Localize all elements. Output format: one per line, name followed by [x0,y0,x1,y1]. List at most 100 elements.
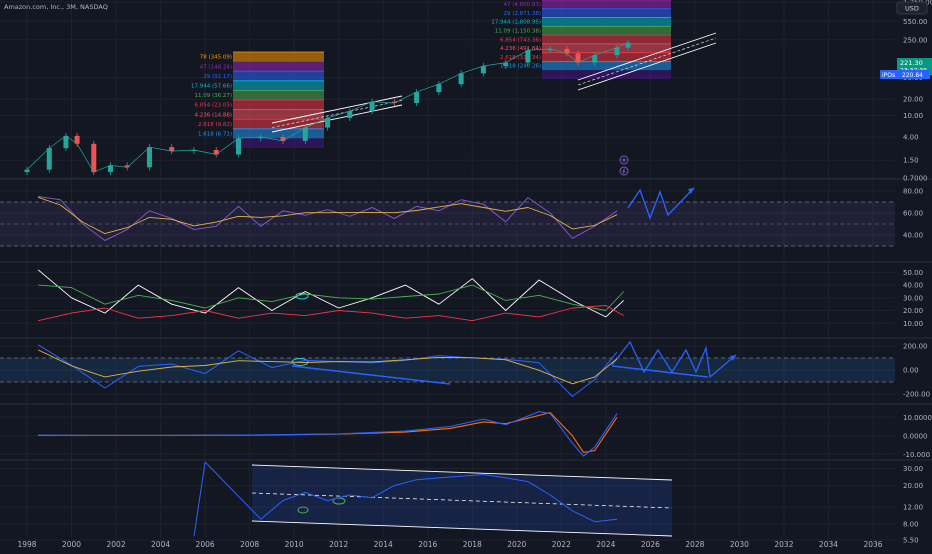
channel-mid [577,37,717,86]
x-tick-label: 2022 [552,540,571,549]
price-candle [46,148,52,170]
x-tick-label: 2014 [374,540,393,549]
fib-level-label: 17.944 (57.66) [191,84,232,90]
x-tick-label: 2026 [641,540,660,549]
fib-level-label: 6.854 (23.05) [194,103,232,109]
price-candle [614,47,620,56]
price-candle [414,92,420,104]
y-tick-label: 0.7000 [903,175,928,183]
price-candle [575,53,581,63]
y-tick-label: 30.00 [903,294,923,302]
fib-base-band [542,70,671,79]
di-minus-line [38,305,624,322]
fib-level-label: 29 (2,871.38) [503,11,541,17]
y-tick-label: 4.00 [903,134,919,142]
price-candle [124,165,130,168]
currency-button[interactable] [896,1,928,15]
x-tick-label: 2034 [819,540,838,549]
fib-band [233,61,324,72]
price-candle [369,101,375,112]
price-line [26,42,629,173]
x-tick-label: 2030 [730,540,749,549]
y-tick-label: 40.00 [903,282,923,290]
ipos-tag-label: iPOs [882,72,895,79]
price-candle [191,150,197,152]
x-tick-label: 2016 [418,540,437,549]
fib-band [542,35,671,44]
fib-band [233,128,324,139]
ipos-tag-value: 220.84 [902,72,923,79]
channel-upper [271,95,403,124]
fib-level-label: 1.618 (240.26) [500,64,541,70]
cci-projection-arrowhead [730,355,736,361]
fib-level-label: 47 (148.24) [200,64,232,70]
price-candle [280,137,286,141]
x-tick-label: 2032 [774,540,793,549]
plus-circle-icon[interactable] [619,155,629,165]
channel-mid [271,100,403,128]
price-candle [169,147,175,152]
fib-band [542,26,671,36]
channel-lower [271,104,403,133]
x-tick-label: 1998 [17,540,36,549]
y-tick-label: 5.50 [903,537,919,545]
fib-level-label: 78 (345.09) [200,55,232,61]
fib-extensions: 78 (345.09) 47 (148.24) 29 (92.17) 17.944 (… [191,0,671,148]
y-tick-label: 200.00 [903,343,928,351]
x-tick-label: 2036 [863,540,882,549]
fib-level-label: 1.618 (6.71) [198,132,232,138]
fib-band [233,71,324,81]
x-tick-label: 2028 [685,540,704,549]
x-tick-label: 2002 [107,540,126,549]
price-candle [391,101,397,104]
lightning-circle-icon[interactable] [619,166,629,176]
y-tick-label: 0.0000 [903,432,928,440]
y-tick-label: 30.00 [903,465,923,473]
macd-line [38,411,618,457]
channel-lower [577,42,717,91]
adx-line [37,269,625,318]
series [24,39,631,537]
fib-level-label: 4.236 (14.88) [194,112,232,118]
rsi-line [38,196,618,241]
ratio-channel-upper [251,464,673,481]
y-tick-label: 10.0000 [903,414,932,422]
price-candle [74,135,80,144]
rsi-projection-arrowhead [688,188,694,194]
fib-level-label: 17.944 (1,808.95) [491,20,541,26]
fib-band [233,80,324,91]
rsi-projection [627,187,695,221]
fib-level-label: 4.236 (491.84) [500,46,541,52]
cci-trendline-recent [611,365,709,378]
cci-projection [611,340,737,379]
price-candle [107,165,113,173]
price-candle [325,117,331,128]
ipos-tag [880,70,930,79]
price-candle [258,137,264,139]
price-candle [302,127,308,141]
fib-band [233,90,324,100]
y-tick-label: 10.00 [903,320,923,328]
price-candle [91,143,97,173]
x-tick-label: 2004 [151,540,170,549]
indicator-bands [0,201,895,536]
price-candle [347,111,353,118]
rsi-ma-line [37,196,618,235]
price-candle [236,138,241,155]
price-candle [24,169,30,173]
price-candle [525,50,531,63]
price-candle [564,48,570,54]
price-candle [146,147,152,168]
y-tick-label: 20.00 [903,482,923,490]
price-tag-value: 221.30 [900,59,923,67]
ratio-channel-mid [251,492,673,509]
fib-band [233,119,324,129]
y-tick-label: 50.00 [903,269,923,277]
price-candle [592,55,598,63]
x-tick-label: 2006 [196,540,215,549]
y-tick-label: 0.00 [903,367,919,375]
fib-level-label: 11.09 (1,150.38) [495,28,541,34]
